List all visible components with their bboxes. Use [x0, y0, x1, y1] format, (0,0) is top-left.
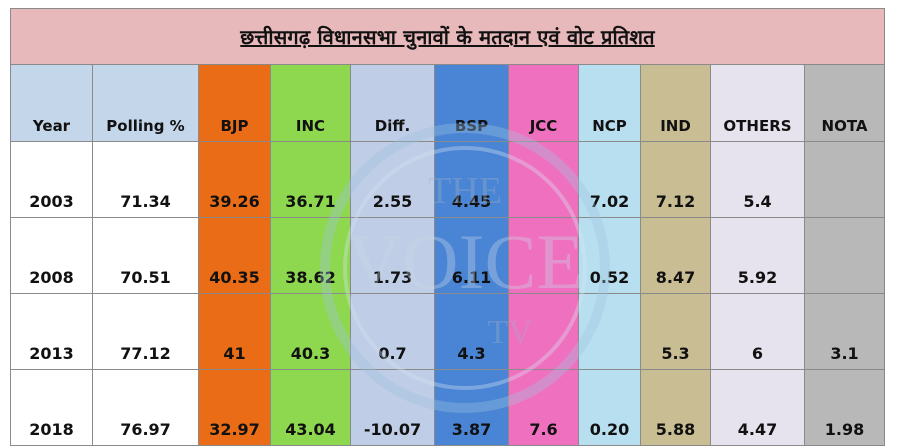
table-cell: 6 — [710, 293, 805, 370]
table-cell: 77.12 — [92, 293, 199, 370]
table-cell: 5.3 — [640, 293, 711, 370]
table-cell: 4.3 — [434, 293, 509, 370]
column-header: INC — [270, 64, 351, 142]
table-cell: 40.3 — [270, 293, 351, 370]
column-header: NOTA — [803, 64, 886, 142]
table-cell: 5.92 — [710, 217, 805, 294]
table-cell: 0.52 — [578, 217, 641, 294]
header-row: Year Polling % BJP INC Diff. BSP JCC NCP IND OTHE… — [10, 64, 886, 142]
table-cell: 70.51 — [92, 217, 199, 294]
table-cell: 3.1 — [803, 293, 886, 370]
table-cell: 1.98 — [803, 369, 886, 446]
table-cell — [508, 141, 579, 218]
table-row: 2018 76.97 32.97 43.04 -10.07 3.87 7.6 0.20 5.88… — [10, 369, 886, 446]
table-cell: 2003 — [10, 141, 93, 218]
table-cell: 4.45 — [434, 141, 509, 218]
table-cell: 7.12 — [640, 141, 711, 218]
table-cell: 7.6 — [508, 369, 579, 446]
table-cell: 5.4 — [710, 141, 805, 218]
table-cell: 71.34 — [92, 141, 199, 218]
table-cell — [803, 141, 886, 218]
table-title: छत्तीसगढ़ विधानसभा चुनावों के मतदान एवं … — [9, 8, 886, 65]
table-cell: 4.47 — [710, 369, 805, 446]
column-header: IND — [640, 64, 711, 142]
table-cell — [508, 217, 579, 294]
table-cell: 39.26 — [198, 141, 271, 218]
table-cell: 0.20 — [578, 369, 641, 446]
table-cell: 40.35 — [198, 217, 271, 294]
vote-share-table: छत्तीसगढ़ विधानसभा चुनावों के मतदान एवं … — [9, 8, 886, 446]
table-cell: 1.73 — [350, 217, 435, 294]
table-cell: 2013 — [10, 293, 93, 370]
table-row: 2013 77.12 41 40.3 0.7 4.3 5.3 6 3.1 — [10, 293, 886, 370]
table-cell: 6.11 — [434, 217, 509, 294]
table-cell: 3.87 — [434, 369, 509, 446]
table-cell: 32.97 — [198, 369, 271, 446]
table-cell: 2.55 — [350, 141, 435, 218]
column-header: NCP — [578, 64, 641, 142]
table-cell: 5.88 — [640, 369, 711, 446]
table-cell: -10.07 — [350, 369, 435, 446]
column-header: OTHERS — [710, 64, 805, 142]
table-cell: 0.7 — [350, 293, 435, 370]
column-header: BJP — [198, 64, 271, 142]
column-header: JCC — [508, 64, 579, 142]
table-cell — [578, 293, 641, 370]
column-header: Polling % — [92, 64, 199, 142]
table-cell: 2008 — [10, 217, 93, 294]
table-cell — [803, 217, 886, 294]
table-cell: 38.62 — [270, 217, 351, 294]
table-cell: 41 — [198, 293, 271, 370]
table-row: 2008 70.51 40.35 38.62 1.73 6.11 0.52 8.47 5.92 — [10, 217, 886, 294]
table-cell — [508, 293, 579, 370]
table-cell: 36.71 — [270, 141, 351, 218]
vote-share-table-frame: छत्तीसगढ़ विधानसभा चुनावों के मतदान एवं … — [9, 8, 886, 446]
table-cell: 7.02 — [578, 141, 641, 218]
table-row: 2003 71.34 39.26 36.71 2.55 4.45 7.02 7.12 5.4 — [10, 141, 886, 218]
column-header: Year — [10, 64, 93, 142]
table-cell: 43.04 — [270, 369, 351, 446]
column-header: BSP — [434, 64, 509, 142]
table-cell: 76.97 — [92, 369, 199, 446]
column-header: Diff. — [350, 64, 435, 142]
table-cell: 8.47 — [640, 217, 711, 294]
table-cell: 2018 — [10, 369, 93, 446]
